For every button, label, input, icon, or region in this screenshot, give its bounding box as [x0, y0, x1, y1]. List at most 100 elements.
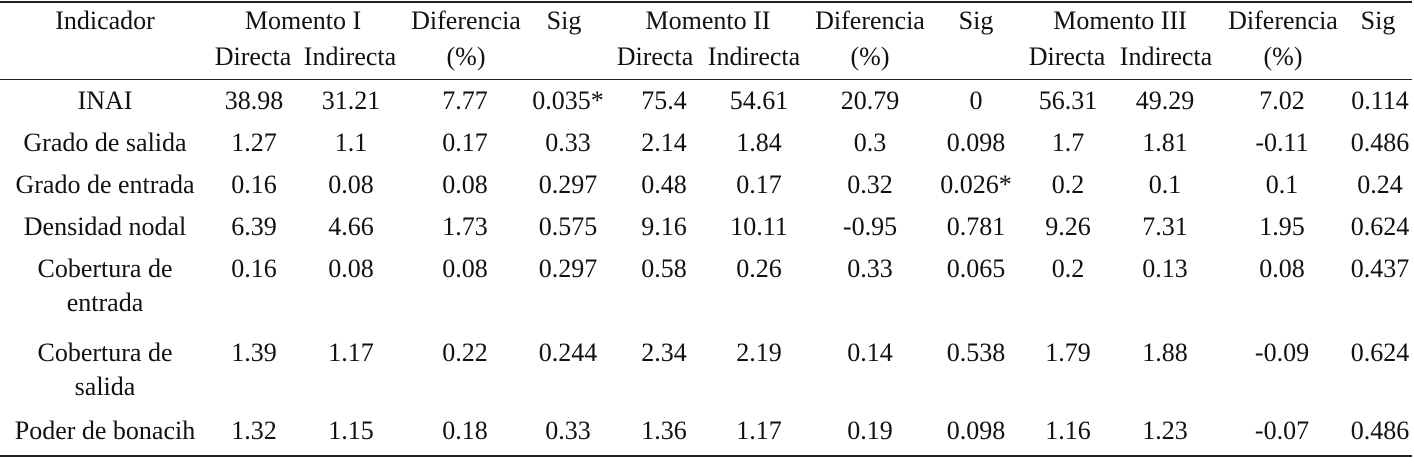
- cell-indirecta-3: 1.88: [1142, 338, 1188, 367]
- cell-diferencia-3: -0.11: [1255, 128, 1309, 157]
- cell-indirecta-3: 1.81: [1142, 128, 1188, 157]
- header-diferencia-1: Diferencia: [411, 6, 521, 35]
- header-diferencia-2: Diferencia: [815, 6, 925, 35]
- cell-sig-1: 0.33: [545, 416, 591, 445]
- cell-directa-1: 38.98: [224, 86, 284, 115]
- cell-sig-2: 0: [969, 86, 983, 115]
- cell-diferencia-2: 20.79: [840, 86, 900, 115]
- cell-sig-1: 0.297: [538, 254, 598, 283]
- cell-directa-3: 1.16: [1045, 416, 1091, 445]
- cell-diferencia-2: 0.32: [847, 170, 893, 199]
- cell-directa-2: 0.48: [641, 170, 687, 199]
- cell-sig-2: 0.538: [946, 338, 1006, 367]
- header-indirecta-1: Indirecta: [303, 42, 397, 71]
- cell-diferencia-1: 7.77: [442, 86, 488, 115]
- cell-directa-1: 1.32: [231, 416, 277, 445]
- header-pct-2: (%): [850, 42, 890, 71]
- cell-diferencia-2: -0.95: [842, 212, 898, 241]
- cell-diferencia-3: -0.07: [1254, 416, 1310, 445]
- cell-diferencia-2: 0.19: [847, 416, 893, 445]
- cell-diferencia-1: 0.17: [442, 128, 488, 157]
- header-sig-3: Sig: [1360, 6, 1396, 35]
- cell-indirecta-1: 0.08: [328, 254, 374, 283]
- header-directa-2: Directa: [616, 42, 694, 71]
- cell-directa-3: 56.31: [1038, 86, 1098, 115]
- header-indicador: Indicador: [55, 6, 155, 35]
- cell-directa-3: 1.79: [1045, 338, 1091, 367]
- row-label-grado-salida: Grado de salida: [23, 128, 187, 157]
- row-label-poder-bonacih: Poder de bonacih: [14, 416, 196, 445]
- cell-indirecta-2: 1.84: [736, 128, 782, 157]
- header-sig-2: Sig: [958, 6, 994, 35]
- cell-diferencia-2: 0.3: [853, 128, 887, 157]
- cell-diferencia-2: 0.33: [847, 254, 893, 283]
- cell-indirecta-2: 0.17: [736, 170, 782, 199]
- cell-directa-3: 9.26: [1045, 212, 1091, 241]
- cell-sig-3: 0.114: [1351, 86, 1409, 115]
- cell-sig-3: 0.24: [1357, 170, 1403, 199]
- cell-indirecta-3: 0.13: [1142, 254, 1188, 283]
- row-label-densidad-nodal: Densidad nodal: [23, 212, 187, 241]
- cell-diferencia-3: 0.08: [1259, 254, 1305, 283]
- cell-indirecta-1: 1.1: [334, 128, 368, 157]
- cell-sig-2: 0.065: [946, 254, 1006, 283]
- cell-directa-1: 1.27: [231, 128, 277, 157]
- cell-directa-2: 1.36: [641, 416, 687, 445]
- cell-indirecta-2: 10.11: [730, 212, 788, 241]
- cell-diferencia-2: 0.14: [847, 338, 893, 367]
- cell-sig-2: 0.781: [946, 212, 1006, 241]
- cell-directa-2: 2.14: [641, 128, 687, 157]
- cell-indirecta-1: 0.08: [328, 170, 374, 199]
- cell-indirecta-3: 49.29: [1135, 86, 1195, 115]
- cell-indirecta-1: 31.21: [321, 86, 381, 115]
- header-indirecta-3: Indirecta: [1119, 42, 1213, 71]
- cell-indirecta-2: 0.26: [736, 254, 782, 283]
- cell-sig-3: 0.486: [1350, 128, 1410, 157]
- cell-sig-1: 0.035*: [532, 86, 604, 115]
- cell-sig-2: 0.098: [946, 128, 1006, 157]
- cell-indirecta-2: 54.61: [729, 86, 789, 115]
- cell-indirecta-3: 1.23: [1142, 416, 1188, 445]
- cell-indirecta-2: 2.19: [736, 338, 782, 367]
- cell-directa-3: 0.2: [1051, 170, 1085, 199]
- header-momento-3: Momento III: [1053, 6, 1187, 35]
- cell-sig-2: 0.026*: [940, 170, 1012, 199]
- cell-sig-3: 0.624: [1350, 338, 1410, 367]
- cell-diferencia-3: 7.02: [1259, 86, 1305, 115]
- header-directa-3: Directa: [1028, 42, 1106, 71]
- cell-directa-3: 1.7: [1051, 128, 1085, 157]
- header-diferencia-3: Diferencia: [1228, 6, 1338, 35]
- cell-diferencia-1: 0.18: [442, 416, 488, 445]
- cell-indirecta-2: 1.17: [736, 416, 782, 445]
- cell-diferencia-1: 0.08: [442, 254, 488, 283]
- header-sig-1: Sig: [546, 6, 582, 35]
- cell-diferencia-1: 0.08: [442, 170, 488, 199]
- cell-sig-3: 0.624: [1350, 212, 1410, 241]
- cell-directa-1: 0.16: [231, 254, 277, 283]
- cell-diferencia-1: 0.22: [442, 338, 488, 367]
- header-directa-1: Directa: [214, 42, 292, 71]
- cell-sig-1: 0.33: [545, 128, 591, 157]
- cell-sig-2: 0.098: [946, 416, 1006, 445]
- header-pct-3: (%): [1263, 42, 1303, 71]
- cell-indirecta-1: 4.66: [328, 212, 374, 241]
- header-momento-1: Momento I: [244, 6, 362, 35]
- cell-diferencia-1: 1.73: [442, 212, 488, 241]
- cell-directa-3: 0.2: [1051, 254, 1085, 283]
- header-pct-1: (%): [446, 42, 486, 71]
- row-label-cobertura-entrada: Cobertura de entrada: [37, 254, 173, 317]
- cell-directa-2: 9.16: [641, 212, 687, 241]
- header-indirecta-2: Indirecta: [707, 42, 801, 71]
- table-bottom-rule: [0, 455, 1412, 457]
- cell-directa-2: 0.58: [641, 254, 687, 283]
- cell-indirecta-1: 1.17: [328, 338, 374, 367]
- cell-diferencia-3: 1.95: [1259, 212, 1305, 241]
- row-label-cobertura-salida: Cobertura de salida: [37, 338, 173, 401]
- cell-sig-3: 0.437: [1350, 254, 1410, 283]
- cell-sig-1: 0.244: [538, 338, 598, 367]
- cell-directa-2: 75.4: [641, 86, 687, 115]
- row-label-grado-entrada: Grado de entrada: [15, 170, 195, 199]
- cell-diferencia-3: -0.09: [1254, 338, 1310, 367]
- cell-sig-3: 0.486: [1350, 416, 1410, 445]
